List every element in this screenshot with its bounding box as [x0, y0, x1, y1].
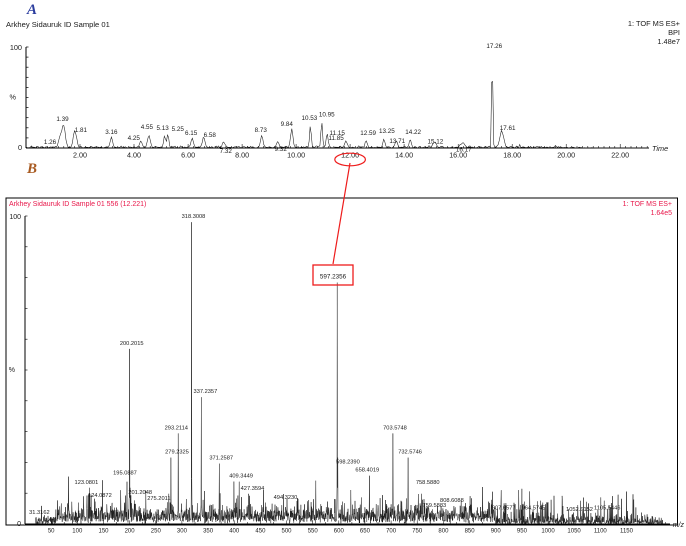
svg-text:318.3008: 318.3008 [182, 214, 206, 220]
svg-text:1050: 1050 [567, 529, 581, 535]
svg-text:450: 450 [255, 529, 266, 535]
svg-text:1.64e5: 1.64e5 [651, 210, 673, 217]
svg-text:200: 200 [125, 529, 136, 535]
svg-text:650: 650 [360, 529, 371, 535]
svg-text:964.5745: 964.5745 [522, 505, 546, 511]
svg-text:598.2390: 598.2390 [336, 460, 360, 466]
svg-text:427.3594: 427.3594 [241, 486, 265, 492]
svg-text:1052.6152: 1052.6152 [566, 507, 593, 513]
svg-text:279.2325: 279.2325 [165, 450, 189, 456]
svg-text:808.6088: 808.6088 [440, 498, 464, 504]
svg-text:50: 50 [48, 529, 55, 535]
svg-text:300: 300 [177, 529, 188, 535]
svg-text:500: 500 [281, 529, 292, 535]
svg-text:400: 400 [229, 529, 240, 535]
svg-text:200.2015: 200.2015 [120, 341, 144, 347]
svg-text:1100: 1100 [594, 529, 608, 535]
svg-text:494.3230: 494.3230 [274, 495, 298, 501]
svg-text:350: 350 [203, 529, 214, 535]
svg-text:293.2114: 293.2114 [165, 425, 188, 431]
svg-text:850: 850 [465, 529, 476, 535]
svg-text:337.2357: 337.2357 [194, 389, 218, 395]
svg-text:371.2587: 371.2587 [209, 456, 233, 462]
svg-text:195.0887: 195.0887 [113, 471, 137, 477]
svg-text:Arkhey Sidauruk ID Sample 01: Arkhey Sidauruk ID Sample 01 556 (12.221… [9, 201, 146, 208]
svg-text:250: 250 [151, 529, 162, 535]
svg-text:597.2356: 597.2356 [320, 274, 347, 281]
svg-text:409.3449: 409.3449 [229, 474, 253, 480]
svg-text:31.3162: 31.3162 [29, 510, 50, 516]
svg-text:703.5748: 703.5748 [383, 425, 407, 431]
svg-text:1150: 1150 [620, 529, 634, 535]
svg-text:124.0872: 124.0872 [88, 493, 112, 499]
svg-text:758.5880: 758.5880 [416, 480, 440, 486]
svg-text:275.2011: 275.2011 [147, 496, 170, 502]
svg-text:658.4019: 658.4019 [355, 468, 379, 474]
svg-text:150: 150 [98, 529, 109, 535]
svg-text:%: % [9, 367, 15, 374]
svg-text:750: 750 [412, 529, 423, 535]
svg-text:600: 600 [334, 529, 345, 535]
svg-text:950: 950 [517, 529, 528, 535]
svg-text:800: 800 [438, 529, 449, 535]
svg-text:m/z: m/z [673, 522, 685, 529]
svg-text:1105.5446: 1105.5446 [594, 505, 620, 511]
svg-text:732.5746: 732.5746 [398, 450, 422, 456]
svg-text:0: 0 [17, 521, 21, 528]
svg-text:123.0801: 123.0801 [75, 480, 99, 486]
svg-text:700: 700 [386, 529, 397, 535]
svg-text:1000: 1000 [541, 529, 555, 535]
svg-text:100: 100 [9, 214, 21, 221]
svg-text:1: TOF MS ES+: 1: TOF MS ES+ [623, 201, 672, 208]
svg-text:550: 550 [308, 529, 319, 535]
svg-text:900: 900 [491, 529, 502, 535]
svg-text:100: 100 [72, 529, 83, 535]
svg-text:907.6577: 907.6577 [492, 505, 516, 511]
